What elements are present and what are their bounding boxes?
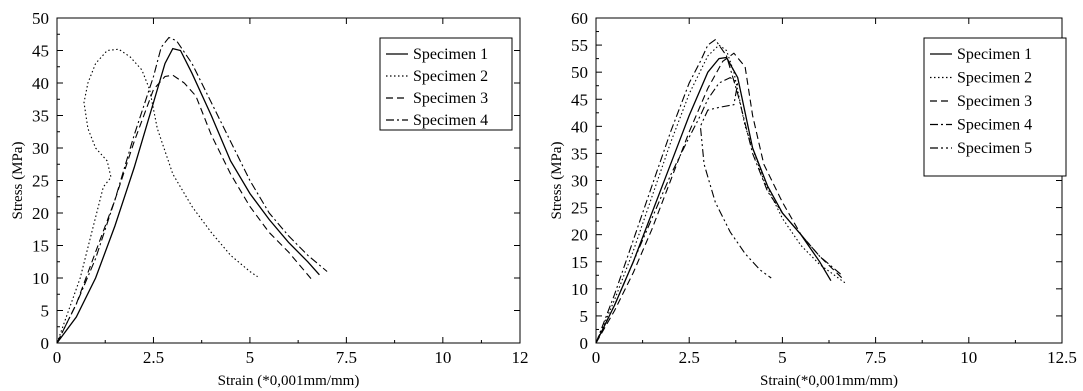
- y-tick-label: 10: [32, 269, 49, 288]
- y-tick-label: 15: [32, 237, 49, 256]
- series-line-specimen-2: [595, 44, 847, 344]
- legend: Specimen 1 Specimen 2 Specimen 3 Specimen 4: [379, 37, 513, 131]
- x-tick-label: 5: [246, 348, 255, 367]
- y-tick-label: 30: [571, 172, 588, 191]
- y-tick-label: 60: [571, 9, 588, 28]
- y-tick-label: 25: [571, 199, 588, 218]
- series-line-specimen-2: [56, 48, 258, 344]
- legend-frame: [923, 37, 1067, 177]
- series-line-specimen-5: [595, 76, 772, 344]
- x-tick-label: 10: [960, 348, 977, 367]
- y-tick-label: 35: [571, 144, 588, 163]
- y-tick-label: 50: [32, 9, 49, 28]
- legend-label: Specimen 5: [957, 140, 1032, 157]
- legend-label: Specimen 2: [957, 70, 1032, 87]
- x-tick-label: 12.5: [1047, 348, 1077, 367]
- x-tick-label: 7.5: [336, 348, 357, 367]
- x-tick-label: 10: [434, 348, 451, 367]
- x-tick-label: 0: [53, 348, 62, 367]
- legend-label: Specimen 4: [957, 117, 1032, 134]
- right-chart-panel: 0 5 10 15 20 25 30 35 40 45 50 55 60 0 2.5 5 7.5 10 12.5 St…: [549, 9, 1077, 389]
- y-tick-label: 5: [580, 307, 589, 326]
- x-tick-label: 7.5: [865, 348, 886, 367]
- legend-label: Specimen 1: [413, 46, 488, 63]
- y-tick-label: 45: [32, 42, 49, 61]
- legend-label: Specimen 3: [957, 93, 1032, 110]
- x-tick-label: 0: [592, 348, 601, 367]
- y-axis-label: Stress (MPa): [10, 142, 26, 220]
- y-tick-label: 30: [32, 139, 49, 158]
- legend-frame: [379, 37, 513, 131]
- y-tick-label: 15: [571, 253, 588, 272]
- y-axis-label: Stress (MPa): [549, 142, 565, 220]
- legend-label: Specimen 1: [957, 46, 1032, 63]
- series-line-specimen-4: [56, 36, 328, 344]
- series-line-specimen-1: [56, 47, 320, 344]
- x-tick-label: 2.5: [679, 348, 700, 367]
- y-tick-label: 40: [32, 74, 49, 93]
- y-tick-label: 40: [571, 117, 588, 136]
- y-tick-label: 55: [571, 36, 588, 55]
- x-axis-label: Strain (*0,001mm/mm): [218, 373, 360, 389]
- left-chart-panel: 0 5 10 15 20 25 30 35 40 45 50 0 2.5 5 7.5 10 12 Strain (…: [10, 9, 529, 389]
- y-tick-label: 20: [32, 204, 49, 223]
- legend-label: Specimen 3: [413, 90, 488, 107]
- x-axis-label: Strain(*0,001mm/mm): [760, 373, 898, 389]
- y-tick-label: 10: [571, 280, 588, 299]
- y-tick-label: 45: [571, 90, 588, 109]
- y-tick-label: 0: [41, 334, 50, 353]
- legend-label: Specimen 4: [413, 112, 488, 129]
- y-tick-label: 35: [32, 107, 49, 126]
- y-tick-label: 5: [41, 302, 50, 321]
- series-line-specimen-4: [595, 38, 843, 344]
- y-tick-label: 50: [571, 63, 588, 82]
- series-line-specimen-3: [595, 52, 843, 344]
- x-tick-label: 2.5: [143, 348, 164, 367]
- legend: Specimen 1 Specimen 2 Specimen 3 Specimen 4…: [923, 37, 1067, 177]
- x-tick-label: 12: [512, 348, 529, 367]
- x-tick-label: 5: [778, 348, 787, 367]
- y-tick-label: 25: [32, 172, 49, 191]
- y-tick-label: 20: [571, 226, 588, 245]
- legend-label: Specimen 2: [413, 68, 488, 85]
- y-tick-label: 0: [580, 334, 589, 353]
- series-line-specimen-3: [56, 74, 313, 344]
- series-line-specimen-1: [595, 56, 832, 344]
